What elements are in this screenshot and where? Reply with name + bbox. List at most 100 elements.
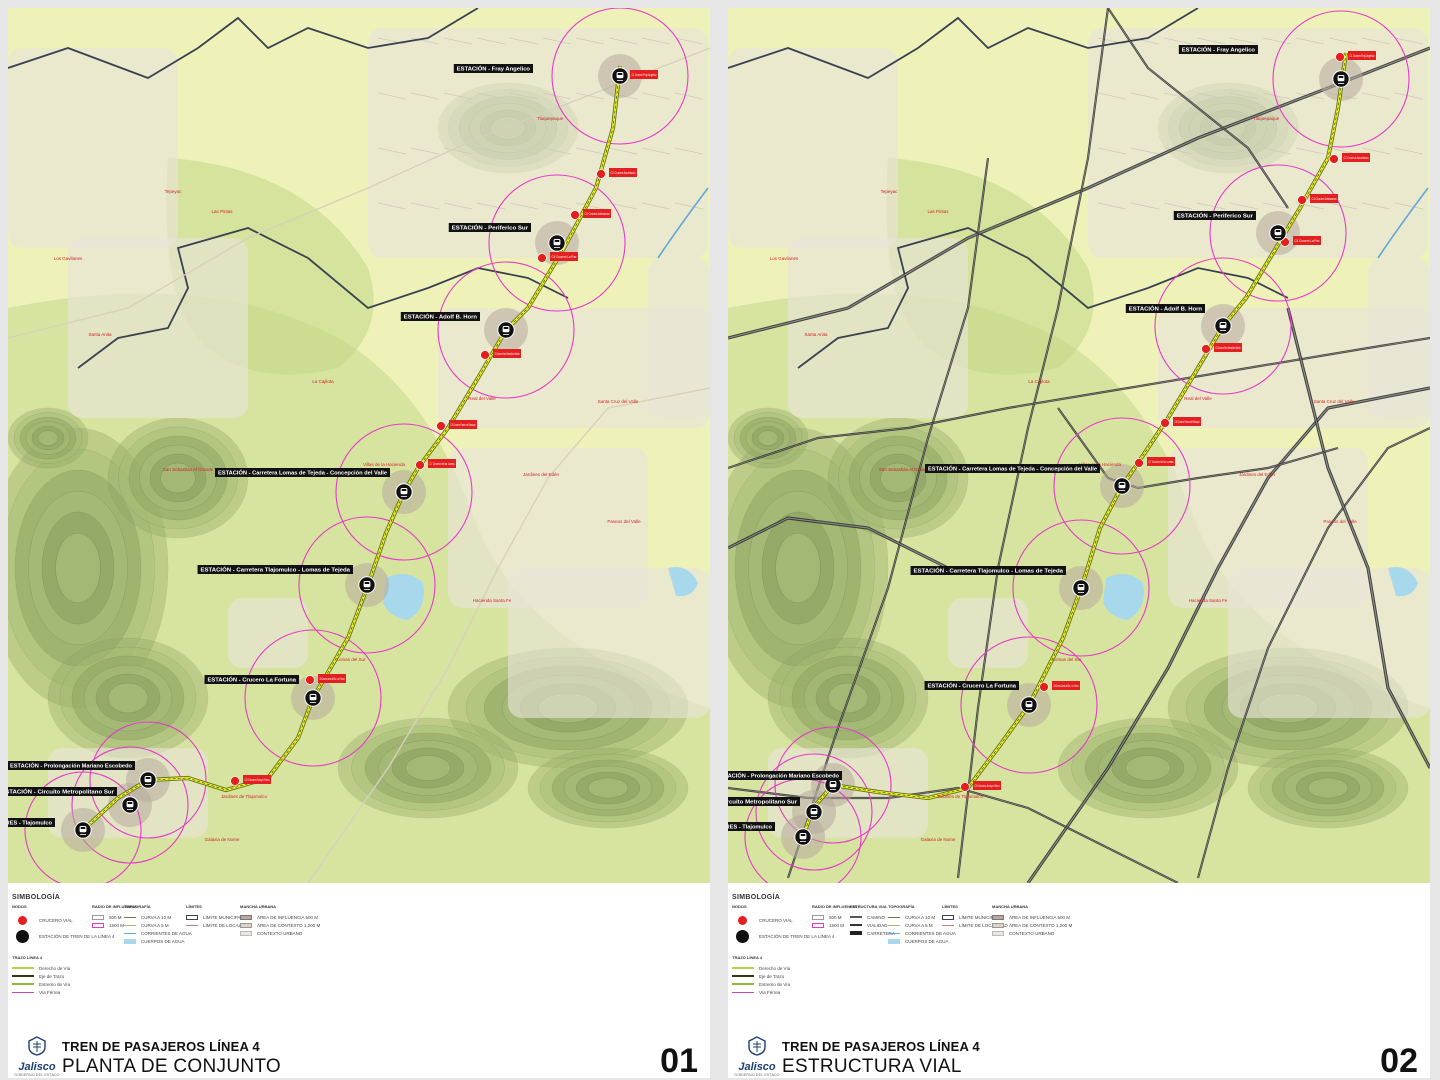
brand-name: Jalisco [738, 1061, 776, 1073]
station-marker[interactable] [1332, 70, 1350, 88]
crossing-icon [18, 915, 27, 925]
swatch [186, 914, 198, 920]
legend-item: CAMINO [867, 914, 885, 920]
place-name: Tepeyac [881, 189, 899, 194]
station-marker[interactable] [611, 67, 629, 85]
station-marker[interactable] [121, 796, 139, 814]
legend-mancha: MANCHA URBANA ÁREA DE INFLUENCIA 500 M Á… [240, 904, 320, 937]
street [509, 202, 539, 210]
train-icon-body [79, 826, 87, 833]
legend-item: CRUCERO VIAL [759, 917, 793, 923]
line-swatch [732, 983, 754, 985]
station-label-bg [215, 468, 390, 477]
station-marker[interactable] [139, 771, 157, 789]
place-name: Paseos del Valle [607, 519, 641, 524]
legend-heading: MANCHA URBANA [992, 904, 1029, 909]
crossing-label: C5 Crucero San Sebastián Oriente [1216, 346, 1241, 350]
station-marker[interactable] [1113, 477, 1131, 495]
street [1361, 147, 1391, 155]
swatch [92, 922, 104, 928]
station-label: TALLERES - Tlajomulco [728, 825, 772, 831]
station-marker[interactable] [805, 803, 823, 821]
brand-tagline: GOBIERNO DEL ESTADO [734, 1073, 780, 1077]
place-name: San Sebastián el Grande [879, 467, 930, 472]
station-marker[interactable] [548, 234, 566, 252]
train-icon-window [1275, 230, 1281, 232]
station-marker[interactable] [304, 689, 322, 707]
crossing-label-bg [243, 775, 271, 784]
street [575, 202, 605, 210]
swatch [992, 914, 1004, 920]
water-stream [1377, 187, 1429, 259]
crossing-marker [1201, 344, 1211, 354]
station-label-bg [925, 464, 1100, 473]
street [575, 37, 605, 45]
street [1295, 147, 1325, 155]
station-label: ESTACIÓN - Periferico Sur [452, 224, 528, 232]
street [1361, 92, 1391, 100]
station-marker[interactable] [794, 828, 812, 846]
station-marker[interactable] [358, 576, 376, 594]
road-centerline [1027, 387, 1430, 883]
crossing-label: C3 Crucero Artesanos [585, 212, 610, 216]
train-icon-window [401, 489, 407, 491]
legend-item: LÍMITE MUNICIPAL [959, 914, 999, 920]
hill-contours [47, 637, 209, 759]
station-marker[interactable] [1214, 317, 1232, 335]
place-name: Jardines de Tlajomulco [221, 794, 268, 799]
legend-item: Derecho de Vía [39, 965, 71, 971]
station-marker[interactable] [74, 821, 92, 839]
station-label-bg [400, 312, 480, 321]
station-label-bg [728, 822, 775, 831]
influence-radius-1500 [1209, 164, 1347, 302]
place-name: Santa Cruz del Valle [1314, 399, 1355, 404]
street [1163, 37, 1193, 45]
map-canvas-02[interactable]: Tlaquepaque Las Pintas Los Gavilanes Santa … [728, 8, 1430, 883]
map-planta-de-conjunto[interactable]: Tlaquepaque Las Pintas Los Gavilanes Santa … [8, 8, 710, 883]
train-icon-window [1338, 76, 1344, 78]
legend-topografia: TOPOGRAFÍA CURVA A 10 M CURVA A 5 M CORR… [888, 904, 956, 945]
station-marker[interactable] [1020, 696, 1038, 714]
street [1394, 37, 1424, 45]
station-label-bg [8, 818, 56, 827]
project-title: TREN DE PASAJEROS LÍNEA 4 [62, 1039, 260, 1054]
street [1130, 147, 1160, 155]
crossing-label-bg [1348, 51, 1376, 60]
place-name: Tepeyac [165, 189, 183, 194]
hill-contours [1247, 747, 1409, 829]
legend-item: CURVA A 5 M [141, 922, 169, 928]
municipal-limit [77, 227, 569, 369]
train-icon-body [1077, 584, 1085, 591]
street [575, 92, 605, 100]
sheet-01: Tlaquepaque Las Pintas Los Gavilanes Santa … [8, 8, 710, 1078]
station-marker[interactable] [497, 321, 515, 339]
crossing-label: C1 Crucero Fray Angelico [1350, 54, 1375, 58]
street [443, 202, 473, 210]
line-swatch [124, 924, 136, 926]
swatch [240, 930, 252, 936]
station-marker[interactable] [824, 776, 842, 794]
street [674, 37, 704, 45]
legend-item: ÁREA DE INFLUENCIA 500 M [257, 914, 319, 920]
map-canvas-01[interactable]: Tlaquepaque Las Pintas Los Gavilanes Santa … [8, 8, 710, 883]
train-station-icon [16, 929, 29, 943]
map-estructura-vial[interactable]: Tlaquepaque Las Pintas Los Gavilanes Santa … [728, 8, 1430, 883]
train-icon-window [800, 834, 806, 836]
station-marker[interactable] [1269, 224, 1287, 242]
street [1130, 37, 1160, 45]
place-name: Real del Valle [1184, 396, 1212, 401]
station-marker[interactable] [1072, 579, 1090, 597]
train-icon-body [144, 776, 152, 783]
swatch [92, 914, 104, 920]
station-marker[interactable] [395, 483, 413, 501]
crossing-icon [738, 915, 747, 925]
train-icon-window [811, 809, 817, 811]
crossing-marker [1297, 195, 1307, 205]
line-swatch [732, 991, 754, 993]
legend-title: SIMBOLOGÍA [12, 894, 61, 901]
street [1328, 202, 1358, 210]
station-label: ESTACIÓN - Periferico Sur [1177, 212, 1253, 220]
crossing-marker [230, 776, 240, 786]
legend-heading: TOPOGRAFÍA [124, 904, 151, 909]
street [1262, 37, 1292, 45]
